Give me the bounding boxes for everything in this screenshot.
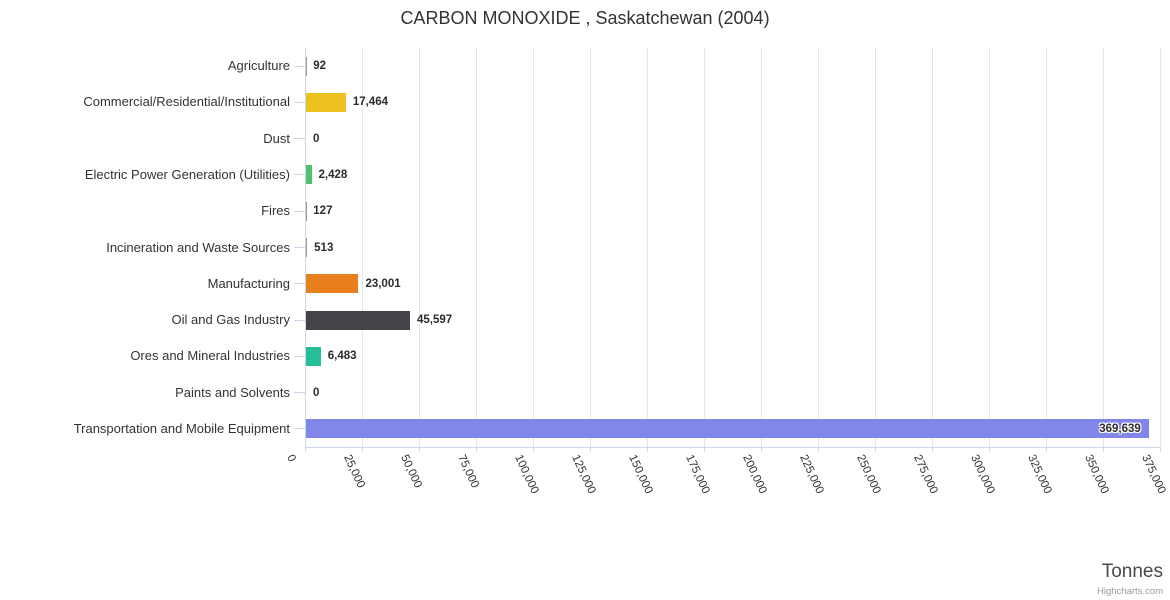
x-axis-tick-mark [475, 447, 477, 452]
x-axis-tick-mark [817, 447, 819, 452]
x-axis-tick-label: 325,000 [1025, 453, 1054, 496]
x-axis-tick-mark [418, 447, 420, 452]
gridline [817, 48, 819, 447]
y-axis-tick-mark [294, 138, 305, 140]
x-axis-tick-mark [304, 447, 306, 452]
gridline [1102, 48, 1104, 447]
gridline [988, 48, 990, 447]
x-axis-tick-label: 225,000 [797, 453, 826, 496]
x-axis-tick-mark [361, 447, 363, 452]
chart-title: CARBON MONOXIDE , Saskatchewan (2004) [400, 8, 770, 28]
category-label: Incineration and Waste Sources [106, 239, 290, 255]
x-axis-tick-mark [1045, 447, 1047, 452]
value-label: 0 [313, 132, 320, 145]
value-label: 6,483 [327, 350, 357, 363]
gridline [1159, 48, 1161, 447]
y-axis-tick-mark [294, 210, 305, 212]
category-label: Dust [263, 130, 290, 146]
value-label: 513 [314, 241, 334, 254]
value-label: 2,428 [318, 168, 348, 181]
bar[interactable] [306, 92, 346, 112]
x-axis-tick-mark [874, 447, 876, 452]
y-axis-tick-mark [294, 101, 305, 103]
gridline [418, 48, 420, 447]
gridline [532, 48, 534, 447]
bar[interactable] [306, 346, 321, 366]
y-axis-tick-mark [294, 247, 305, 248]
x-axis-tick-label: 275,000 [911, 453, 940, 496]
x-axis-tick-mark [760, 447, 762, 452]
x-axis-tick-mark [703, 447, 705, 452]
x-axis-tick-mark [532, 447, 534, 452]
category-label: Oil and Gas Industry [171, 312, 291, 328]
gridline [874, 48, 876, 447]
x-axis-tick-label: 25,000 [341, 453, 367, 490]
x-axis-tick-mark [1102, 447, 1104, 452]
y-axis-tick-mark [294, 428, 305, 430]
y-axis-tick-mark [294, 319, 305, 321]
value-label: 17,464 [352, 96, 388, 109]
x-axis-tick-label: 50,000 [398, 453, 424, 490]
value-label: 127 [313, 205, 333, 218]
y-axis-tick-mark [294, 392, 305, 394]
gridline [361, 48, 363, 447]
highcharts-credit-link[interactable]: Highcharts.com [1097, 586, 1163, 597]
x-axis-tick-mark [589, 447, 591, 452]
category-label: Fires [261, 203, 290, 219]
value-label: 92 [313, 60, 326, 73]
gridline [475, 48, 477, 447]
value-label: 369,639 [1099, 422, 1141, 435]
x-axis-tick-label: 200,000 [740, 453, 769, 496]
value-label: 45,597 [416, 314, 453, 327]
x-axis-tick-label: 250,000 [854, 453, 883, 496]
bar[interactable] [306, 310, 410, 330]
x-axis-tick-mark [646, 447, 648, 452]
bar[interactable] [306, 419, 1149, 439]
y-axis-tick-mark [294, 283, 305, 285]
y-axis-tick-mark [294, 355, 305, 357]
category-label: Manufacturing [207, 275, 290, 291]
x-axis-tick-label: 175,000 [683, 453, 712, 496]
x-axis-title: Tonnes [1101, 561, 1163, 582]
x-axis-tick-mark [931, 447, 933, 452]
category-label: Transportation and Mobile Equipment [73, 420, 290, 436]
x-axis-tick-label: 100,000 [512, 453, 541, 496]
gridline [589, 48, 591, 447]
bar[interactable] [306, 274, 359, 294]
gridline [760, 48, 762, 447]
category-label: Commercial/Residential/Institutional [83, 94, 290, 110]
value-label: 0 [313, 386, 320, 399]
category-label: Agriculture [227, 58, 290, 74]
x-axis-line [305, 447, 1160, 448]
gridline [931, 48, 933, 447]
category-label: Ores and Mineral Industries [130, 348, 290, 364]
gridline [646, 48, 648, 447]
x-axis-tick-label: 150,000 [626, 453, 655, 496]
bar[interactable] [306, 238, 308, 257]
gridline [1045, 48, 1047, 447]
x-axis-tick-mark [988, 447, 990, 452]
y-axis-tick-mark [294, 174, 305, 176]
y-axis-tick-mark [294, 65, 305, 67]
category-label: Paints and Solvents [175, 384, 290, 400]
x-axis-tick-label: 350,000 [1082, 453, 1111, 496]
x-axis-tick-label: 300,000 [968, 453, 997, 496]
x-axis-tick-label: 75,000 [455, 453, 481, 490]
category-label: Electric Power Generation (Utilities) [84, 166, 290, 182]
x-axis-tick-label: 0 [284, 453, 298, 464]
x-axis-tick-label: 125,000 [569, 453, 598, 496]
bar[interactable] [306, 165, 312, 185]
x-axis-tick-label: 375,000 [1139, 453, 1168, 496]
gridline [703, 48, 705, 447]
value-label: 23,001 [365, 277, 401, 290]
x-axis-tick-mark [1159, 447, 1161, 452]
y-axis-line [305, 48, 306, 447]
